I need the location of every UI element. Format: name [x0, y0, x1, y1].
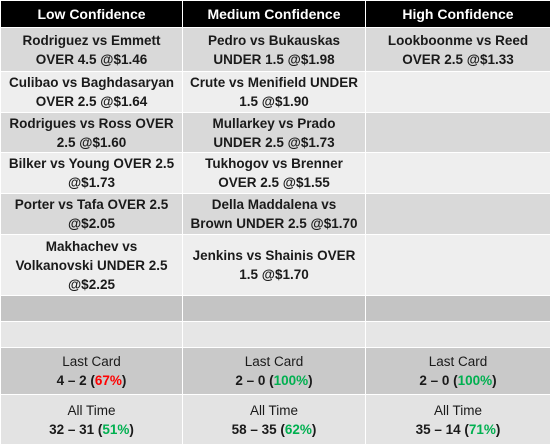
bet-cell: Bilker vs Young OVER 2.5 @$1.73 [0, 152, 183, 194]
empty-row [0, 295, 550, 322]
last-card-row: Last Card 4 – 2 (67%) Last Card 2 – 0 (1… [0, 347, 550, 395]
stat-label: Last Card [244, 354, 304, 369]
header-low: Low Confidence [0, 0, 183, 28]
stat-value: 58 – 35 (62%) [231, 421, 317, 437]
last-card-medium: Last Card 2 – 0 (100%) [182, 347, 366, 395]
table-row: Culibao vs Baghdasaryan OVER 2.5 @$1.64 … [0, 71, 550, 113]
bet-cell: Culibao vs Baghdasaryan OVER 2.5 @$1.64 [0, 71, 183, 113]
stat-value: 2 – 0 (100%) [235, 373, 313, 388]
bet-cell [365, 71, 550, 113]
table-row: Porter vs Tafa OVER 2.5 @$2.05 Della Mad… [0, 193, 550, 235]
bet-cell: Rodrigues vs Ross OVER 2.5 @$1.60 [0, 112, 183, 153]
table-row: Makhachev vs Volkanovski UNDER 2.5 @$2.2… [0, 234, 550, 296]
all-time-low: All Time 32 – 31 (51%) [0, 394, 183, 444]
stat-label: Last Card [428, 354, 488, 369]
table-row: Rodrigues vs Ross OVER 2.5 @$1.60 Mullar… [0, 112, 550, 153]
stat-record: 4 – 2 [56, 373, 87, 388]
bet-cell: Pedro vs Bukauskas UNDER 1.5 @$1.98 [182, 27, 366, 72]
stat-pct: 100% [457, 373, 493, 388]
stat-pct: 100% [273, 373, 309, 388]
table-row: Rodriguez vs Emmett OVER 4.5 @$1.46 Pedr… [0, 27, 550, 72]
empty-cell [182, 295, 366, 322]
stat-value: 2 – 0 (100%) [419, 373, 497, 388]
stat-record: 2 – 0 [419, 373, 450, 388]
empty-cell [182, 321, 366, 348]
last-card-high: Last Card 2 – 0 (100%) [365, 347, 550, 395]
stat-record: 32 – 31 [49, 421, 95, 437]
stat-pct: 67% [94, 373, 122, 388]
stat-value: 4 – 2 (67%) [56, 373, 127, 388]
bet-cell: Mullarkey vs Prado UNDER 2.5 @$1.73 [182, 112, 366, 153]
bet-cell: Tukhogov vs Brenner OVER 2.5 @$1.55 [182, 152, 366, 194]
stat-value: 32 – 31 (51%) [49, 421, 134, 437]
stat-label: Last Card [62, 354, 121, 369]
bet-cell: Rodriguez vs Emmett OVER 4.5 @$1.46 [0, 27, 183, 72]
header-high: High Confidence [365, 0, 550, 28]
bet-cell [365, 112, 550, 153]
all-time-medium: All Time 58 – 35 (62%) [182, 394, 366, 444]
stat-pct: 71% [468, 421, 496, 437]
table-row: Bilker vs Young OVER 2.5 @$1.73 Tukhogov… [0, 152, 550, 194]
stat-pct: 51% [102, 421, 130, 437]
bet-cell [365, 193, 550, 235]
empty-cell [365, 295, 550, 322]
all-time-high: All Time 35 – 14 (71%) [365, 394, 550, 444]
header-row: Low Confidence Medium Confidence High Co… [0, 0, 550, 28]
bet-cell: Della Maddalena vs Brown UNDER 2.5 @$1.7… [182, 193, 366, 235]
bet-cell: Porter vs Tafa OVER 2.5 @$2.05 [0, 193, 183, 235]
stat-record: 58 – 35 [231, 421, 277, 437]
stat-pct: 62% [284, 421, 312, 437]
bet-cell: Jenkins vs Shainis OVER 1.5 @$1.70 [182, 234, 366, 296]
header-medium: Medium Confidence [182, 0, 366, 28]
stat-value: 35 – 14 (71%) [415, 421, 501, 437]
bet-cell [365, 152, 550, 194]
last-card-low: Last Card 4 – 2 (67%) [0, 347, 183, 395]
empty-cell [365, 321, 550, 348]
stat-label: All Time [67, 402, 116, 418]
stat-record: 35 – 14 [415, 421, 461, 437]
empty-cell [0, 295, 183, 322]
bet-cell: Lookboonme vs Reed OVER 2.5 @$1.33 [365, 27, 550, 72]
bet-cell: Crute vs Menifield UNDER 1.5 @$1.90 [182, 71, 366, 113]
stat-record: 2 – 0 [235, 373, 266, 388]
all-time-row: All Time 32 – 31 (51%) All Time 58 – 35 … [0, 394, 550, 444]
bet-cell [365, 234, 550, 296]
bet-cell: Makhachev vs Volkanovski UNDER 2.5 @$2.2… [0, 234, 183, 296]
stat-label: All Time [249, 402, 298, 418]
empty-cell [0, 321, 183, 348]
empty-row [0, 321, 550, 348]
stat-label: All Time [433, 402, 482, 418]
